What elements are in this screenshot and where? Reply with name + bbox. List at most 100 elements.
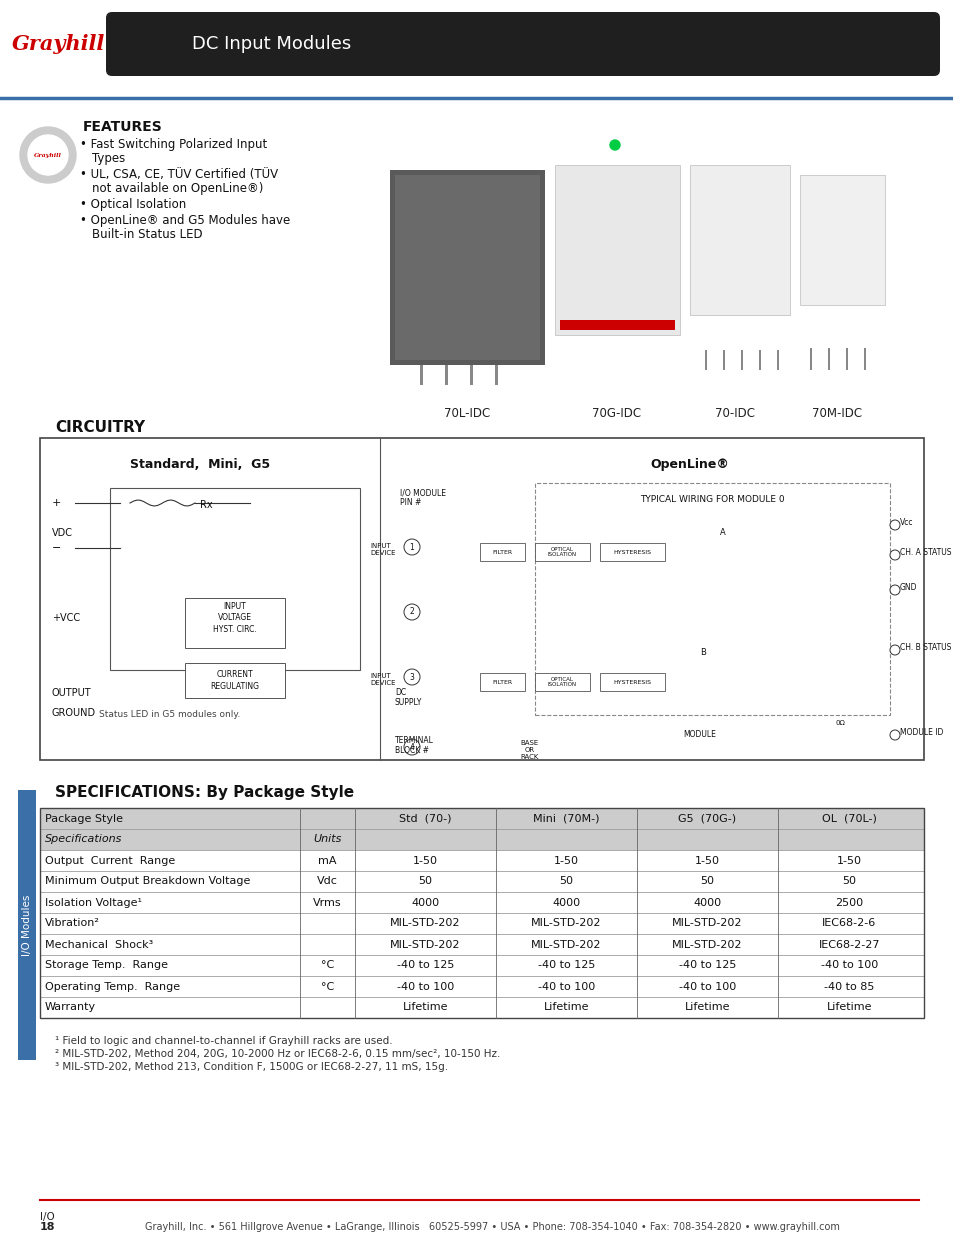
Text: INPUT
VOLTAGE
HYST. CIRC.: INPUT VOLTAGE HYST. CIRC. [213,603,256,634]
Bar [40,997,923,1018]
Bar [185,598,285,648]
Bar [470,366,473,385]
Bar [809,348,811,370]
Bar [599,673,664,692]
Text: 50: 50 [841,877,856,887]
Bar [40,871,923,892]
Text: MIL-STD-202: MIL-STD-202 [390,940,460,950]
Text: 1-50: 1-50 [695,856,720,866]
Text: 4000: 4000 [693,898,720,908]
Text: GROUND: GROUND [52,708,96,718]
Text: MIL-STD-202: MIL-STD-202 [531,919,601,929]
Text: Vrms: Vrms [313,898,341,908]
Bar [110,488,359,671]
Text: Lifetime: Lifetime [402,1003,448,1013]
Bar [689,165,789,315]
Bar [40,955,923,976]
Text: 70G-IDC: 70G-IDC [592,408,640,420]
Text: not available on OpenLine®): not available on OpenLine®) [91,182,263,195]
Text: FEATURES: FEATURES [83,120,163,135]
Text: HYSTERESIS: HYSTERESIS [613,679,650,684]
Text: OPTICAL
ISOLATION: OPTICAL ISOLATION [547,547,576,557]
Bar [495,366,497,385]
Text: • UL, CSA, CE, TÜV Certified (TÜV: • UL, CSA, CE, TÜV Certified (TÜV [80,168,278,182]
Text: Vdc: Vdc [316,877,337,887]
Text: Isolation Voltage¹: Isolation Voltage¹ [45,898,142,908]
Circle shape [889,585,899,595]
Bar [40,808,923,829]
Text: MIL-STD-202: MIL-STD-202 [531,940,601,950]
Bar [479,543,524,561]
Text: MODULE ID: MODULE ID [899,727,943,737]
Text: Package Style: Package Style [45,814,123,824]
Text: 50: 50 [418,877,432,887]
Text: -40 to 125: -40 to 125 [396,961,454,971]
Text: TERMINAL
BLOCK #: TERMINAL BLOCK # [395,736,434,756]
Text: TYPICAL WIRING FOR MODULE 0: TYPICAL WIRING FOR MODULE 0 [639,495,784,504]
Text: Grayhill, Inc. • 561 Hillgrove Avenue • LaGrange, Illinois   60525-5997 • USA • : Grayhill, Inc. • 561 Hillgrove Avenue • … [145,1221,839,1233]
Text: 0Ω: 0Ω [834,720,844,726]
Text: MIL-STD-202: MIL-STD-202 [672,919,742,929]
Bar [845,348,847,370]
Bar [40,850,923,871]
Text: Grayhill: Grayhill [34,152,62,158]
Text: FILTER: FILTER [492,550,512,555]
Text: CIRCUITRY: CIRCUITRY [55,420,145,435]
Bar [40,829,923,850]
Bar [535,673,589,692]
Text: CH. B STATUS: CH. B STATUS [899,643,950,652]
Bar [559,320,675,330]
Circle shape [28,135,68,175]
Text: 2: 2 [409,608,414,616]
Text: IEC68-2-27: IEC68-2-27 [818,940,880,950]
Text: GND: GND [899,583,917,592]
Text: Warranty: Warranty [45,1003,96,1013]
Text: I/O: I/O [40,1212,54,1221]
Text: OL  (70L-): OL (70L-) [821,814,876,824]
Text: ² MIL-STD-202, Method 204, 20G, 10-2000 Hz or IEC68-2-6, 0.15 mm/sec², 10-150 Hz: ² MIL-STD-202, Method 204, 20G, 10-2000 … [55,1049,500,1058]
Text: Vcc: Vcc [899,517,913,527]
Bar [18,790,36,1060]
Text: mA: mA [318,856,336,866]
Circle shape [20,127,76,183]
Bar [704,350,706,370]
Text: Grayhill: Grayhill [11,35,105,54]
FancyBboxPatch shape [106,12,939,77]
Text: -40 to 100: -40 to 100 [820,961,877,971]
Text: 50: 50 [700,877,714,887]
Text: Lifetime: Lifetime [826,1003,871,1013]
Text: 3: 3 [409,673,414,682]
Circle shape [889,645,899,655]
Bar [444,366,448,385]
Text: 1-50: 1-50 [836,856,862,866]
Text: MODULE: MODULE [683,730,716,739]
Bar [40,934,923,955]
Text: Specifications: Specifications [45,835,122,845]
Circle shape [889,520,899,530]
Text: -40 to 125: -40 to 125 [679,961,736,971]
Text: 4: 4 [409,742,414,752]
Bar [827,348,829,370]
Circle shape [403,739,419,755]
Text: • OpenLine® and G5 Modules have: • OpenLine® and G5 Modules have [80,214,290,227]
Text: −: − [52,543,61,553]
Text: 18: 18 [40,1221,55,1233]
Text: 70-IDC: 70-IDC [714,408,754,420]
Text: I/O Modules: I/O Modules [22,894,32,956]
Bar [863,348,865,370]
Text: SPECIFICATIONS: By Package Style: SPECIFICATIONS: By Package Style [55,785,354,800]
Text: • Optical Isolation: • Optical Isolation [80,198,186,211]
Text: A: A [720,529,725,537]
Text: -40 to 100: -40 to 100 [396,982,454,992]
Bar [800,175,884,305]
Text: INPUT
DEVICE: INPUT DEVICE [370,673,395,685]
Text: Minimum Output Breakdown Voltage: Minimum Output Breakdown Voltage [45,877,250,887]
Text: Output  Current  Range: Output Current Range [45,856,175,866]
Text: ¹ Field to logic and channel-to-channel if Grayhill racks are used.: ¹ Field to logic and channel-to-channel … [55,1036,393,1046]
Bar [535,543,589,561]
Text: DC
SUPPLY: DC SUPPLY [395,688,422,708]
Bar [599,543,664,561]
Text: -40 to 85: -40 to 85 [823,982,874,992]
Text: Rx: Rx [200,500,213,510]
Text: -40 to 100: -40 to 100 [537,982,595,992]
